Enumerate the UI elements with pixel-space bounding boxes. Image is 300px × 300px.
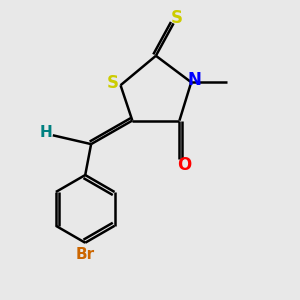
Text: S: S [106,74,118,92]
Text: Br: Br [76,247,95,262]
Text: S: S [170,9,182,27]
Text: O: O [177,156,191,174]
Text: N: N [187,71,201,89]
Text: H: H [40,125,53,140]
